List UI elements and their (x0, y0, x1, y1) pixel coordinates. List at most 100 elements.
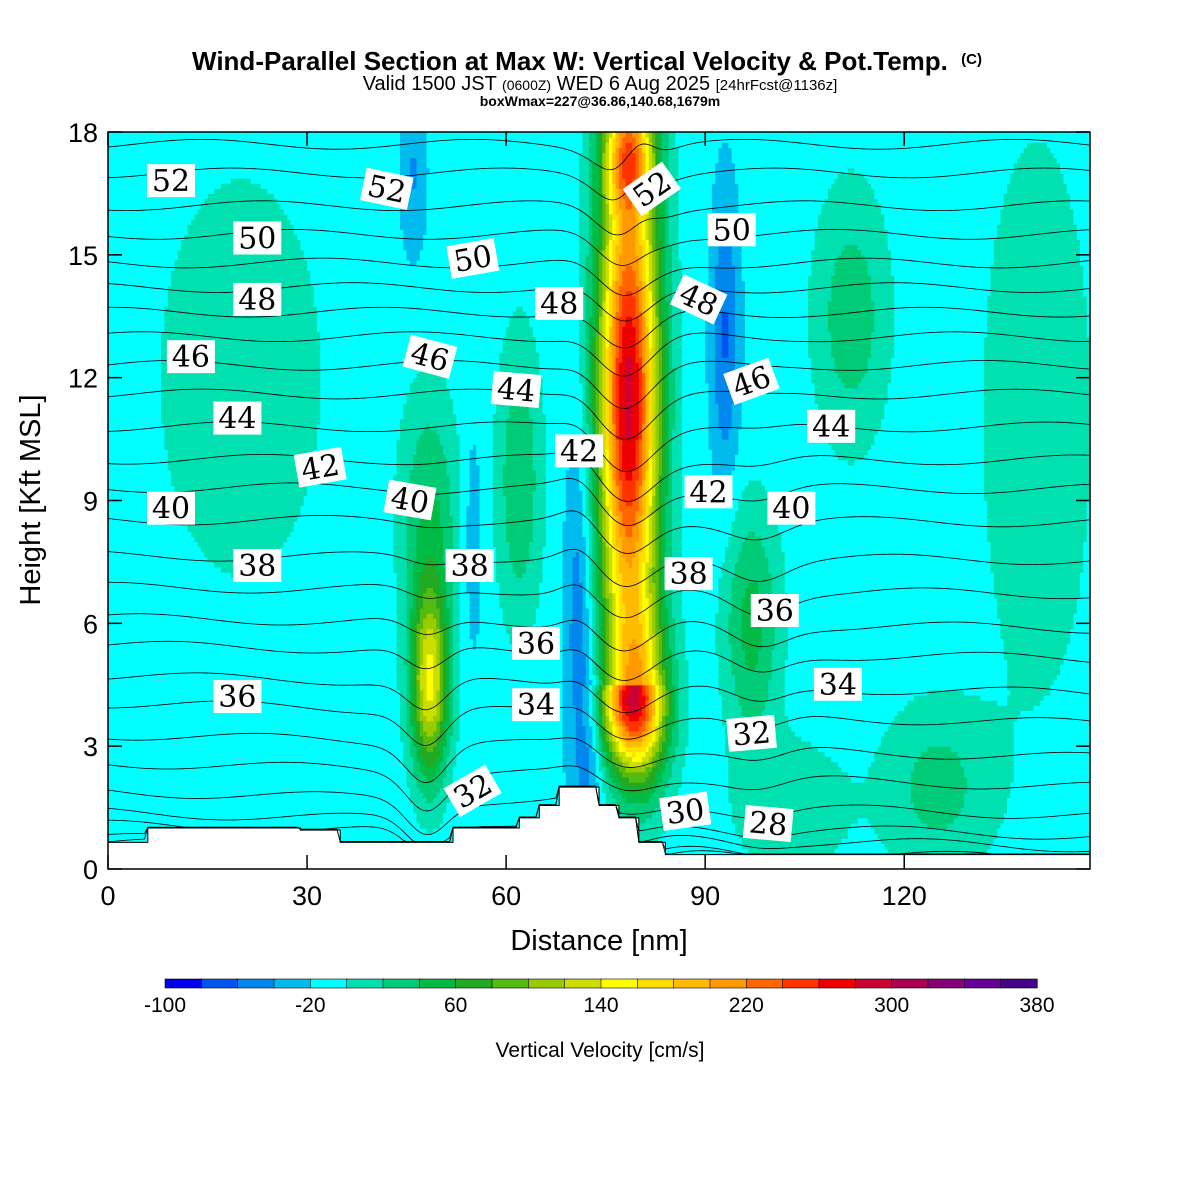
colorbar-swatch (928, 979, 965, 988)
colorbar-swatch (710, 979, 747, 988)
contour-label-text: 50 (238, 222, 276, 257)
colorbar-swatch (565, 979, 602, 988)
contour-label: 50 (233, 222, 281, 257)
contour-label: 42 (555, 434, 603, 469)
colorbar-swatch (238, 979, 275, 988)
contour-label-text: 40 (152, 492, 190, 527)
contour-label: 38 (446, 549, 494, 584)
colorbar-swatch (674, 979, 711, 988)
x-tick-label: 30 (292, 881, 322, 911)
y-tick-label: 9 (83, 487, 98, 517)
y-tick-label: 15 (68, 241, 98, 271)
contour-label-text: 36 (218, 680, 256, 715)
y-tick-label: 3 (83, 732, 98, 762)
colorbar-swatch (1001, 979, 1038, 988)
chart-subtitle-2: boxWmax=227@36.86,140.68,1679m (480, 93, 721, 109)
title-mark: (C) (961, 51, 982, 68)
contour-label-text: 42 (689, 475, 727, 510)
contour-label: 44 (807, 410, 855, 445)
contour-label-text: 50 (451, 239, 495, 280)
colorbar-swatch (274, 979, 311, 988)
contour-label: 32 (726, 715, 777, 754)
colorbar-swatch (528, 979, 565, 988)
contour-label: 36 (213, 680, 261, 715)
colorbar-swatch (310, 979, 347, 988)
colorbar-swatch (783, 979, 820, 988)
y-axis-title: Height [Kft MSL] (15, 394, 47, 605)
colorbar-tick-label: 380 (1019, 994, 1054, 1017)
x-tick-label: 0 (100, 881, 115, 911)
chart-subtitle: Valid 1500 JST (0600Z) WED 6 Aug 2025 [2… (363, 73, 838, 95)
contour-label: 36 (512, 627, 560, 662)
colorbar-swatch (601, 979, 638, 988)
contour-label: 48 (233, 283, 281, 318)
colorbar-tick-label: 300 (874, 994, 909, 1017)
contour-label-text: 48 (540, 287, 578, 322)
colorbar-swatch (165, 979, 202, 988)
contour-label: 40 (767, 492, 815, 527)
contour-label: 34 (814, 668, 862, 703)
x-tick-label: 60 (491, 881, 521, 911)
contour-label-text: 30 (664, 792, 707, 832)
colorbar-swatch (383, 979, 420, 988)
colorbar-swatch (637, 979, 674, 988)
y-tick-label: 12 (68, 364, 98, 394)
contour-label-text: 36 (517, 627, 555, 662)
colorbar-swatch (892, 979, 929, 988)
contour-label-text: 28 (748, 805, 789, 843)
contour-label-text: 50 (713, 213, 751, 248)
contour-label-text: 44 (812, 410, 850, 445)
contour-label: 42 (685, 475, 733, 510)
contour-label-text: 36 (756, 594, 794, 629)
contour-label-text: 34 (517, 688, 555, 723)
colorbar-swatch (492, 979, 529, 988)
x-axis-title: Distance [nm] (510, 925, 687, 957)
colorbar-tick-label: 60 (444, 994, 467, 1017)
colorbar-tick-label: 140 (583, 994, 618, 1017)
y-tick-label: 18 (68, 118, 98, 148)
contour-label-text: 34 (819, 668, 857, 703)
contour-label: 48 (535, 287, 583, 322)
contour-label-text: 32 (731, 715, 772, 753)
contour-label: 30 (659, 792, 711, 833)
contour-label-text: 44 (496, 371, 537, 409)
colorbar-tick-label: 220 (729, 994, 764, 1017)
contour-label-text: 40 (772, 492, 810, 527)
colorbar-swatch (964, 979, 1001, 988)
colorbar-swatch (855, 979, 892, 988)
colorbar-tick-label: -100 (144, 994, 186, 1017)
contour-label-text: 44 (218, 402, 256, 437)
contour-label-text: 48 (238, 283, 276, 318)
contour-label-text: 40 (388, 480, 432, 521)
contour-label: 38 (233, 549, 281, 584)
y-tick-label: 0 (83, 855, 98, 885)
chart-title: Wind-Parallel Section at Max W: Vertical… (192, 46, 982, 76)
contour-label: 50 (708, 213, 756, 248)
colorbar-swatch (201, 979, 238, 988)
contour-label-text: 38 (451, 549, 489, 584)
y-tick-label: 6 (83, 609, 98, 639)
colorbar-tick-label: -20 (295, 994, 325, 1017)
colorbar-swatch (347, 979, 384, 988)
contour-label: 36 (751, 594, 799, 629)
contour-label-text: 52 (152, 164, 190, 199)
colorbar-swatch (419, 979, 456, 988)
contour-label-text: 46 (172, 340, 210, 375)
colorbar-swatch (456, 979, 493, 988)
contour-label: 52 (147, 164, 195, 199)
contour-label: 44 (213, 402, 261, 437)
colorbar-title: Vertical Velocity [cm/s] (496, 1039, 705, 1062)
contour-label: 28 (743, 805, 794, 844)
contour-label-text: 42 (299, 448, 343, 489)
contour-label: 38 (665, 557, 713, 592)
contour-label: 44 (491, 371, 542, 410)
contour-label: 40 (147, 492, 195, 527)
colorbar: -100 -20 60 140 220 300 380 (144, 979, 1055, 1017)
contour-label: 34 (512, 688, 560, 723)
x-tick-label: 120 (882, 881, 927, 911)
colorbar-swatch (819, 979, 856, 988)
contour-label-text: 42 (560, 434, 598, 469)
x-tick-label: 90 (690, 881, 720, 911)
contour-label: 46 (167, 340, 215, 375)
